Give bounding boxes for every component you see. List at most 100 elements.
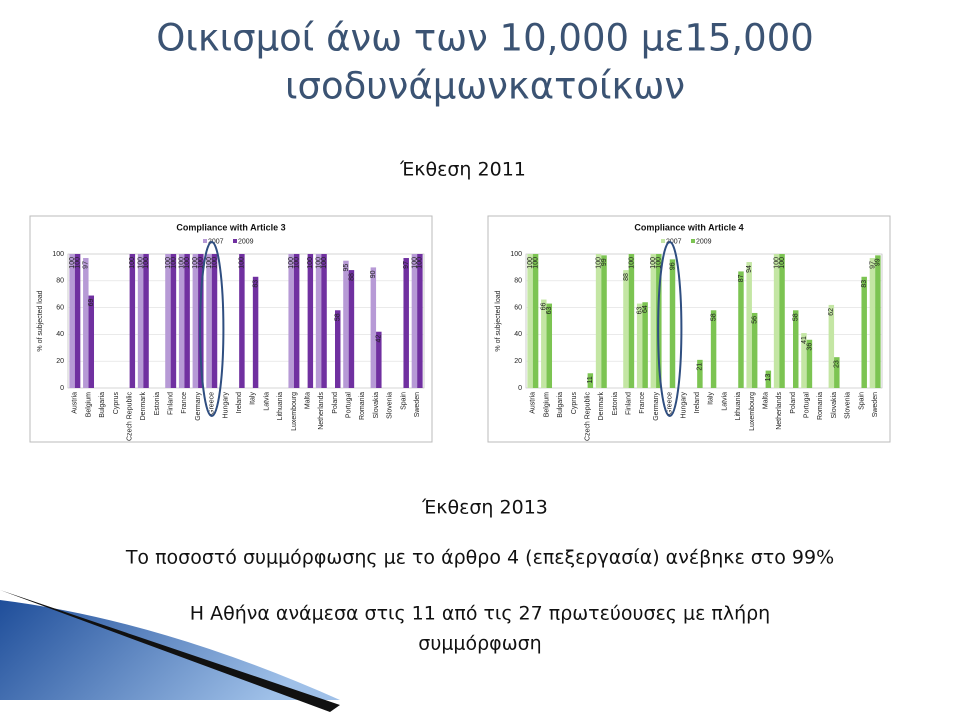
x-tick-label: France: [181, 392, 188, 414]
y-tick-label: 60: [514, 304, 522, 311]
bar: [650, 254, 657, 388]
bar: [623, 270, 629, 388]
x-tick-label: Netherlands: [318, 392, 325, 430]
x-tick-label: Denmark: [140, 392, 147, 421]
plot-area: [525, 253, 883, 389]
value-label: 88: [623, 273, 630, 281]
value-label: 100: [178, 257, 185, 269]
value-label: 42: [376, 335, 383, 343]
x-tick-label: Finland: [168, 392, 175, 415]
value-label: 100: [532, 257, 539, 269]
value-label: 100: [321, 257, 328, 269]
x-tick-label: Cyprus: [113, 392, 120, 415]
text-line: συμμόρφωση: [418, 633, 541, 655]
x-tick-label: Luxembourg: [291, 392, 298, 431]
bar: [875, 255, 881, 388]
legend-swatch: [233, 239, 237, 243]
x-tick-label: Slovakia: [373, 392, 380, 419]
bar: [348, 270, 355, 388]
x-tick-label: Austria: [72, 392, 79, 414]
bar: [546, 303, 553, 388]
value-label: 63: [546, 306, 553, 314]
value-label: 100: [184, 257, 191, 269]
bar: [527, 254, 533, 388]
value-label: 100: [206, 257, 213, 269]
x-tick-label: Germany: [653, 392, 660, 421]
value-label: 83: [252, 280, 259, 288]
value-label: 100: [417, 257, 424, 269]
bar: [595, 254, 602, 388]
x-tick-label: Hungary: [680, 392, 687, 419]
bar: [669, 259, 676, 388]
bar: [751, 312, 758, 388]
chart-title: Compliance with Article 3: [176, 222, 285, 232]
bar: [773, 254, 780, 388]
value-label: 21: [697, 363, 704, 371]
y-tick-label: 40: [514, 331, 522, 338]
x-tick-label: Ireland: [694, 392, 701, 414]
value-label: 56: [752, 316, 759, 324]
x-tick-label: Romania: [817, 392, 824, 420]
x-tick-label: Lithuania: [735, 392, 742, 421]
legend-label: 2007: [208, 238, 224, 245]
x-tick-label: Sweden: [872, 392, 879, 417]
x-tick-label: Denmark: [598, 392, 605, 421]
value-label: 100: [527, 257, 534, 269]
value-label: 64: [642, 305, 649, 313]
value-label: 100: [650, 257, 657, 269]
x-tick-label: Malta: [762, 392, 769, 409]
bar: [587, 373, 594, 388]
x-tick-label: Czech Republic: [584, 392, 591, 442]
bar: [642, 302, 648, 388]
value-label: 69: [88, 298, 95, 306]
chart-title: Compliance with Article 4: [634, 222, 743, 232]
bar: [192, 254, 199, 388]
bar: [315, 254, 322, 388]
value-label: 97: [869, 261, 876, 269]
x-tick-label: Sweden: [414, 392, 421, 417]
x-tick-label: Estonia: [612, 392, 619, 415]
bar: [206, 254, 212, 388]
x-tick-label: Poland: [790, 392, 797, 414]
value-label: 99: [875, 258, 882, 266]
title-line: ισοδυνάμωνκατοίκων: [285, 65, 685, 108]
x-tick-label: Ireland: [236, 392, 243, 414]
value-label: 100: [595, 257, 602, 269]
decor-line: [0, 590, 340, 712]
value-label: 94: [746, 265, 753, 273]
text-line: Η Αθήνα ανάμεσα στις 11 από τις 27 πρωτε…: [190, 603, 770, 625]
y-tick-label: 20: [56, 358, 64, 365]
x-tick-label: Latvia: [721, 392, 728, 411]
x-tick-label: Finland: [626, 392, 633, 415]
bar: [861, 276, 867, 388]
y-tick-label: 80: [56, 278, 64, 285]
x-tick-label: Portugal: [804, 392, 811, 419]
bar: [376, 331, 382, 388]
bar: [828, 304, 835, 388]
value-label: 58: [335, 313, 342, 321]
value-label: 100: [656, 257, 663, 269]
value-label: 41: [801, 336, 808, 344]
bar: [321, 254, 327, 388]
y-tick-label: 60: [56, 304, 64, 311]
value-label: 90: [370, 270, 377, 278]
value-label: 100: [143, 257, 150, 269]
x-tick-label: Malta: [304, 392, 311, 409]
value-label: 100: [69, 257, 76, 269]
highlight-ring: [657, 241, 683, 417]
x-tick-label: Poland: [332, 392, 339, 414]
value-label: 23: [834, 360, 841, 368]
bar: [801, 333, 807, 388]
x-tick-label: Lithuania: [277, 392, 284, 421]
bar: [779, 254, 785, 388]
value-label: 97: [83, 261, 90, 269]
x-tick-label: Estonia: [154, 392, 161, 415]
bar: [137, 254, 144, 388]
y-tick-label: 100: [52, 251, 64, 258]
value-label: 62: [828, 308, 835, 316]
x-tick-label: Luxembourg: [749, 392, 756, 431]
value-label: 97: [403, 261, 410, 269]
bar: [74, 254, 81, 388]
y-tick-label: 100: [510, 251, 522, 258]
x-tick-label: Spain: [858, 392, 865, 410]
